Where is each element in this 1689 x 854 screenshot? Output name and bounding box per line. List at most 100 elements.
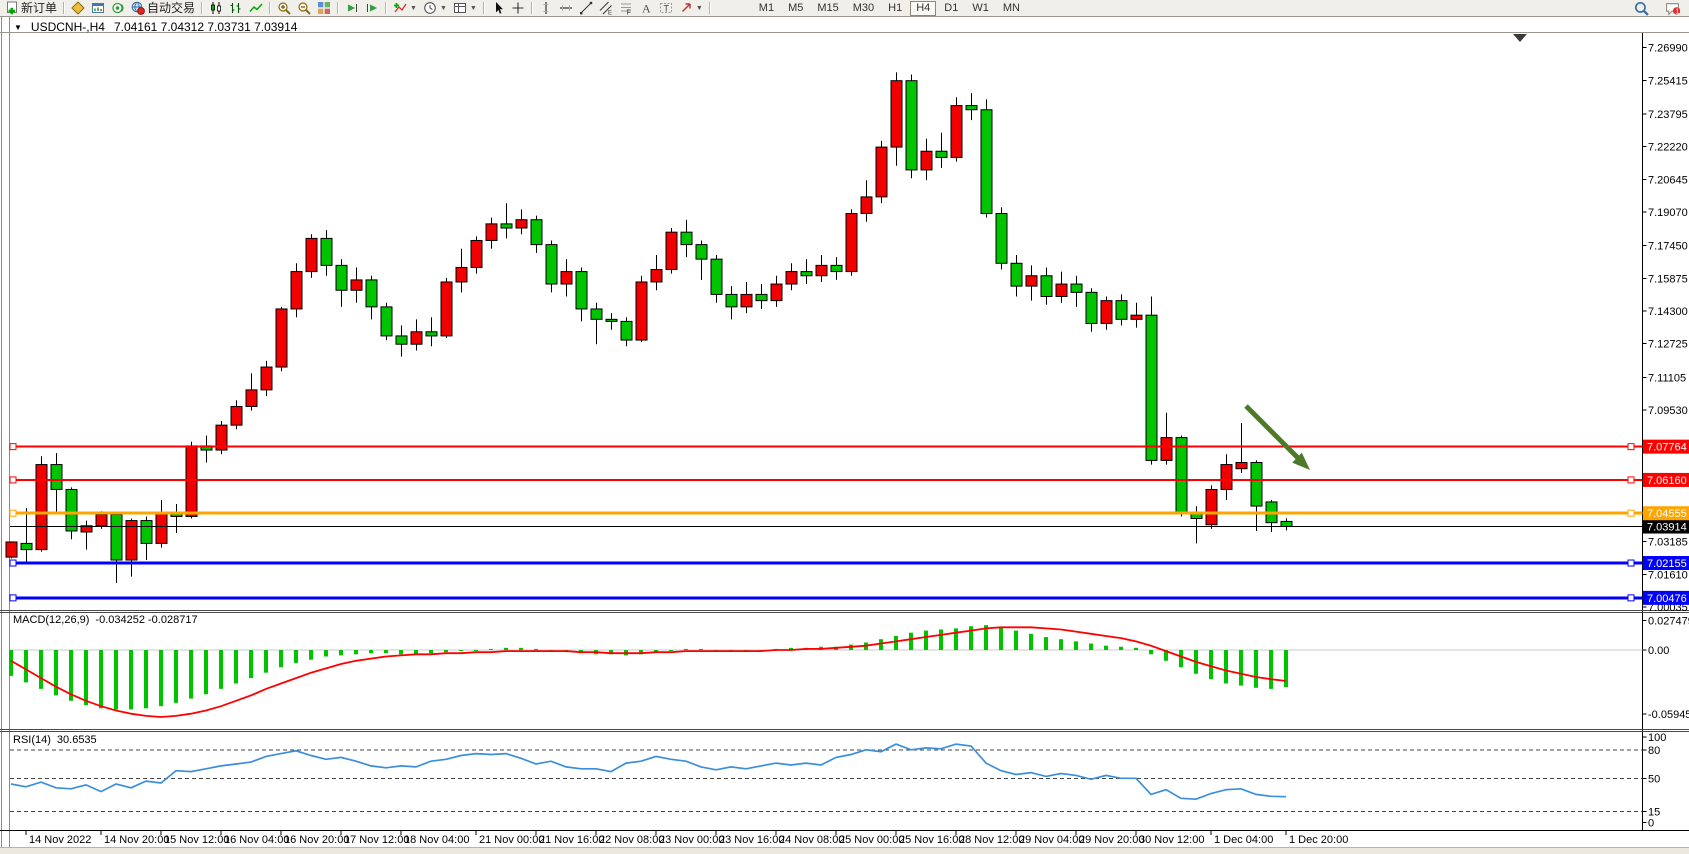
collapse-arrow-icon[interactable]: ▼: [14, 22, 22, 32]
macd-histogram-bar: [609, 650, 613, 655]
separator: [337, 2, 340, 14]
candle-body: [1205, 488, 1218, 526]
candle-body: [215, 424, 228, 451]
macd-histogram-bar: [1089, 643, 1093, 650]
macd-histogram-bar: [489, 648, 493, 650]
chat-button[interactable]: 1: [1663, 1, 1682, 16]
macd-histogram-bar: [654, 650, 658, 653]
date-tick-label: 22 Nov 08:00: [599, 834, 664, 846]
candle-body: [890, 80, 903, 148]
timeframe-toolbar: M1 M5 M15 M30 H1 H4 D1 W1 MN: [752, 0, 1027, 16]
timeframe-m1[interactable]: M1: [758, 1, 775, 14]
market-watch-icon: [91, 1, 105, 15]
auto-scroll-button[interactable]: [343, 1, 361, 16]
horizontal-line-icon: [559, 1, 573, 15]
alerts-button[interactable]: [109, 1, 127, 16]
candle-body: [725, 293, 738, 308]
macd-histogram-bar: [9, 650, 13, 676]
horizontal-line-button[interactable]: [557, 1, 575, 16]
timeframe-m30[interactable]: M30: [852, 1, 875, 14]
chart-shift-icon: [365, 1, 379, 15]
macd-histogram-bar: [369, 650, 373, 654]
bar-chart-type-button[interactable]: [227, 1, 245, 16]
macd-histogram-bar: [474, 650, 478, 651]
text-button[interactable]: A: [637, 1, 655, 16]
svg-text:7.02155: 7.02155: [1647, 558, 1687, 570]
zoom-out-button[interactable]: [295, 1, 313, 16]
svg-text:100: 100: [1648, 732, 1666, 744]
macd-histogram-bar: [1239, 650, 1243, 686]
svg-text:7.07764: 7.07764: [1647, 442, 1687, 454]
svg-text:7.15875: 7.15875: [1648, 273, 1688, 285]
svg-text:T: T: [663, 4, 669, 14]
text-label-button[interactable]: T: [657, 1, 675, 16]
macd-histogram-bar: [399, 650, 403, 655]
autotrading-label: 自动交易: [147, 1, 196, 15]
timeframe-w1[interactable]: W1: [972, 1, 989, 14]
crosshair-button[interactable]: [509, 1, 527, 16]
arrow-object[interactable]: [1244, 404, 1310, 470]
fibonacci-button[interactable]: F: [617, 1, 635, 16]
candle-body: [20, 542, 33, 551]
tile-windows-icon: [317, 1, 331, 15]
macd-histogram-bar: [129, 650, 133, 710]
macd-histogram-bar: [429, 650, 433, 654]
candle-body: [305, 237, 318, 273]
level-price-box: [1643, 472, 1689, 487]
macd-histogram-bar: [264, 650, 268, 673]
vertical-line-button[interactable]: [537, 1, 555, 16]
trendline-button[interactable]: [577, 1, 595, 16]
horizontal-line-objects[interactable]: 7.07764 7.06160 7.04555 7.02155 7.00476: [9, 439, 1689, 605]
periods-button[interactable]: ▼: [421, 1, 449, 16]
main-toolbar: 新订单 自动交易 ▼ ▼ ▼ E F A T ▼ M1 M5 M15 M30 H1 H4 D…: [0, 0, 1689, 17]
candle-body: [185, 445, 198, 517]
candle-body: [50, 464, 63, 490]
equidistant-channel-icon: E: [599, 1, 613, 15]
equidistant-channel-button[interactable]: E: [597, 1, 615, 16]
line-chart-type-button[interactable]: [247, 1, 265, 16]
tile-windows-button[interactable]: [315, 1, 333, 16]
ohlc-values: 7.04161 7.04312 7.03731 7.03914: [113, 20, 298, 34]
candle-body: [515, 219, 528, 229]
date-tick-label: 30 Nov 12:00: [1139, 834, 1204, 846]
chevron-down-icon: ▼: [439, 4, 447, 12]
search-button[interactable]: [1632, 1, 1651, 16]
timeframe-h1[interactable]: H1: [888, 1, 903, 14]
macd-histogram-bar: [789, 647, 793, 650]
candle-body: [1145, 314, 1158, 461]
level-price-box: [1643, 506, 1689, 521]
candle-body: [1025, 275, 1038, 287]
timeframe-m5[interactable]: M5: [788, 1, 804, 14]
svg-text:7.04555: 7.04555: [1647, 508, 1687, 520]
timeframe-h4[interactable]: H4: [910, 0, 937, 16]
zoom-in-button[interactable]: [275, 1, 293, 16]
candle-chart-type-button[interactable]: [207, 1, 225, 16]
profiles-button[interactable]: [69, 1, 87, 16]
date-tick-label: 21 Nov 00:00: [479, 834, 544, 846]
macd-histogram-bar: [24, 650, 28, 683]
indicators-button[interactable]: ▼: [391, 1, 419, 16]
templates-button[interactable]: ▼: [451, 1, 479, 16]
line-handle: [9, 443, 17, 451]
candle-body: [680, 231, 693, 246]
candle-body: [440, 281, 453, 337]
chart-shift-button[interactable]: [363, 1, 381, 16]
timeframe-m15[interactable]: M15: [817, 1, 839, 14]
chart-shift-marker[interactable]: [1513, 34, 1527, 42]
new-order-button[interactable]: 新订单: [3, 1, 59, 16]
cursor-button[interactable]: [489, 1, 507, 16]
arrows-button[interactable]: ▼: [677, 1, 705, 16]
svg-text:7.19070: 7.19070: [1648, 207, 1688, 219]
timeframe-d1[interactable]: D1: [944, 1, 959, 14]
profiles-icon: [71, 1, 85, 15]
macd-histogram-bar: [54, 650, 58, 696]
date-tick-label: 24 Nov 08:00: [779, 834, 844, 846]
market-watch-button[interactable]: [89, 1, 107, 16]
svg-text:7.03185: 7.03185: [1648, 537, 1688, 549]
macd-histogram-bar: [984, 625, 988, 650]
timeframe-mn[interactable]: MN: [1002, 1, 1020, 14]
autotrading-button[interactable]: 自动交易: [129, 1, 197, 16]
bar-type-icon: [229, 1, 243, 15]
